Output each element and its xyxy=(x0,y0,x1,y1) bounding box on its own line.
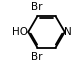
Text: Br: Br xyxy=(31,52,42,62)
Text: HO: HO xyxy=(12,27,28,37)
Text: Br: Br xyxy=(31,2,42,12)
Text: N: N xyxy=(64,27,72,37)
